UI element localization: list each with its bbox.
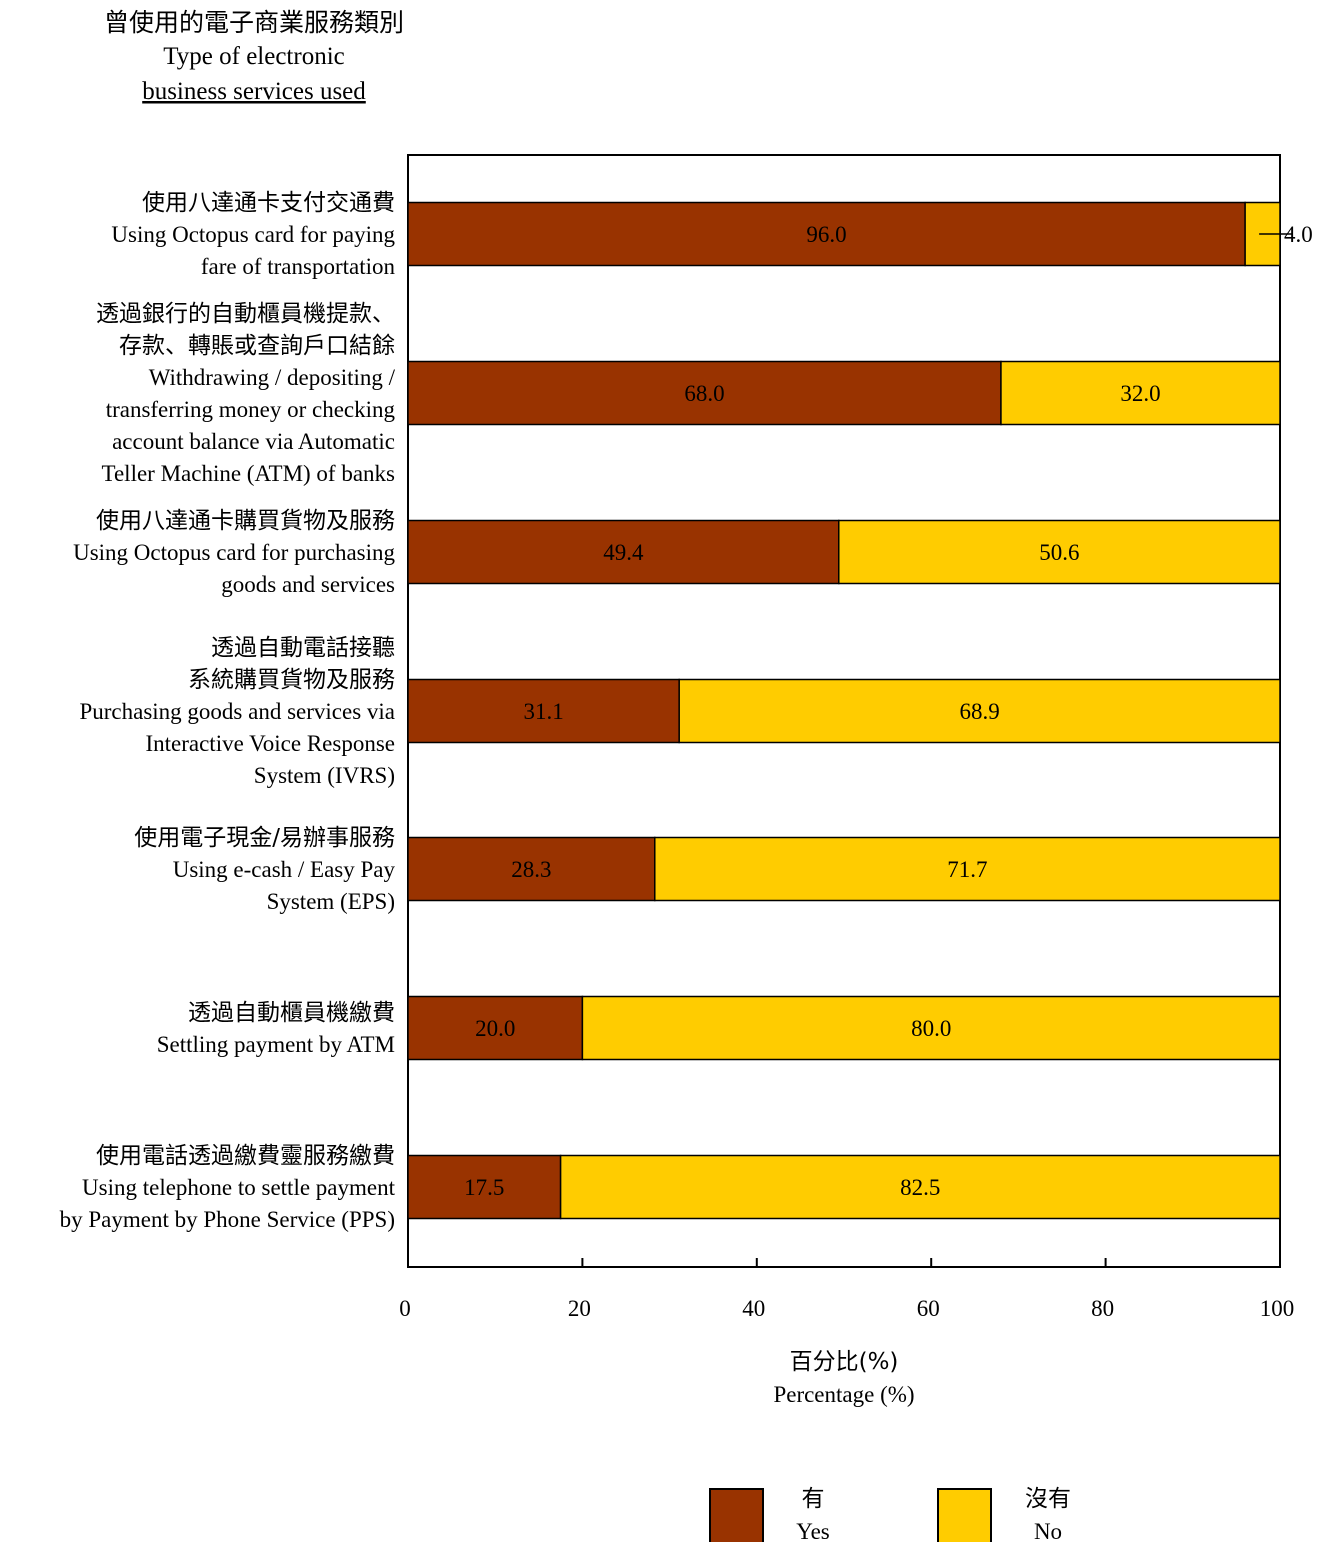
category-label-line: 系統購買貨物及服務 bbox=[188, 667, 395, 693]
legend-label-line: Yes bbox=[796, 1519, 830, 1542]
category-label-line: Using telephone to settle payment bbox=[82, 1175, 396, 1200]
x-tick-label: 80 bbox=[1091, 1296, 1114, 1321]
chart-title: 曾使用的電子商業服務類別 Type of electronic business s… bbox=[104, 8, 404, 105]
bars: 96.0 4.0 68.0 32.0 49.4 50.6 31.1 68.9 28.3 71.7 2… bbox=[407, 201, 1313, 1220]
category-label-line: 透過銀行的自動櫃員機提款、 bbox=[96, 301, 395, 327]
category-label-line: transferring money or checking bbox=[106, 397, 396, 422]
data-label: 31.1 bbox=[523, 699, 563, 724]
legend: 有 Yes 沒有 No bbox=[709, 1486, 1071, 1542]
legend-swatch bbox=[937, 1488, 992, 1542]
category-label-line: 透過自動櫃員機繳費 bbox=[188, 1000, 395, 1026]
category-label-line: by Payment by Phone Service (PPS) bbox=[60, 1207, 395, 1232]
x-tick-label: 60 bbox=[917, 1296, 940, 1321]
legend-label-line: 沒有 bbox=[1025, 1486, 1071, 1512]
x-tick-label: 40 bbox=[742, 1296, 765, 1321]
data-label: 82.5 bbox=[900, 1175, 940, 1200]
bar-segment bbox=[654, 836, 1281, 902]
category-label-line: goods and services bbox=[221, 572, 395, 597]
data-label: 17.5 bbox=[464, 1175, 504, 1200]
chart-title-line: business services used bbox=[142, 78, 366, 105]
bar-segment bbox=[407, 201, 1246, 267]
bar-segment bbox=[559, 1154, 1281, 1220]
category-label-line: account balance via Automatic bbox=[112, 429, 395, 454]
category-label-line: Using Octopus card for purchasing bbox=[73, 540, 395, 565]
category-label-line: Teller Machine (ATM) of banks bbox=[102, 461, 396, 486]
data-label: 80.0 bbox=[911, 1016, 951, 1041]
category-label-line: System (EPS) bbox=[267, 889, 395, 914]
category-label-line: fare of transportation bbox=[201, 254, 396, 279]
data-label: 68.0 bbox=[684, 381, 724, 406]
x-axis-label-line: Percentage (%) bbox=[773, 1382, 914, 1407]
x-tick-label: 100 bbox=[1260, 1296, 1295, 1321]
bar-segment bbox=[1000, 360, 1281, 426]
data-label: 96.0 bbox=[806, 222, 846, 247]
bar-segment bbox=[407, 519, 840, 585]
category-label-line: 使用電子現金/易辦事服務 bbox=[134, 825, 395, 851]
x-axis-label-line: 百分比(%) bbox=[790, 1349, 899, 1375]
data-label: 50.6 bbox=[1039, 540, 1079, 565]
bar-segment bbox=[407, 995, 584, 1061]
category-label-line: 使用八達通卡支付交通費 bbox=[142, 190, 395, 216]
category-label-line: System (IVRS) bbox=[254, 763, 395, 788]
chart-title-line: Type of electronic bbox=[163, 43, 345, 70]
category-label-line: 存款、轉賬或查詢戶口結餘 bbox=[119, 333, 395, 359]
category-label-line: 使用八達通卡購買貨物及服務 bbox=[96, 508, 395, 534]
bar-segment bbox=[407, 1154, 562, 1220]
data-label: 28.3 bbox=[511, 857, 551, 882]
data-label: 20.0 bbox=[475, 1016, 515, 1041]
x-axis: 0 20 40 60 80 100 百分比(%) Percentage (%) bbox=[399, 1258, 1294, 1407]
bar-segment bbox=[407, 678, 680, 744]
category-labels: 使用八達通卡支付交通費 Using Octopus card for paying… bbox=[60, 190, 396, 1232]
legend-swatch bbox=[709, 1488, 764, 1542]
category-label-line: 使用電話透過繳費靈服務繳費 bbox=[96, 1143, 395, 1169]
bar-segment bbox=[407, 836, 656, 902]
category-label-line: Interactive Voice Response bbox=[145, 731, 395, 756]
bar-segment bbox=[838, 519, 1281, 585]
bar-segment bbox=[678, 678, 1281, 744]
category-label-line: 透過自動電話接聽 bbox=[211, 635, 395, 661]
chart-title-line: 曾使用的電子商業服務類別 bbox=[104, 8, 404, 37]
data-label: 4.0 bbox=[1284, 222, 1313, 247]
category-label-line: Settling payment by ATM bbox=[157, 1032, 395, 1057]
data-label: 71.7 bbox=[947, 857, 987, 882]
bar-segment bbox=[407, 360, 1002, 426]
legend-label-line: 有 bbox=[802, 1486, 825, 1512]
x-tick-label: 0 bbox=[399, 1296, 411, 1321]
category-label-line: Using Octopus card for paying bbox=[111, 222, 395, 247]
data-label: 32.0 bbox=[1120, 381, 1160, 406]
data-label: 49.4 bbox=[603, 540, 644, 565]
category-label-line: Withdrawing / depositing / bbox=[149, 365, 396, 390]
category-label-line: Purchasing goods and services via bbox=[79, 699, 395, 724]
bar-segment bbox=[581, 995, 1281, 1061]
legend-label-line: No bbox=[1034, 1519, 1062, 1542]
x-tick-label: 20 bbox=[568, 1296, 591, 1321]
category-label-line: Using e-cash / Easy Pay bbox=[173, 857, 396, 882]
data-label: 68.9 bbox=[959, 699, 999, 724]
